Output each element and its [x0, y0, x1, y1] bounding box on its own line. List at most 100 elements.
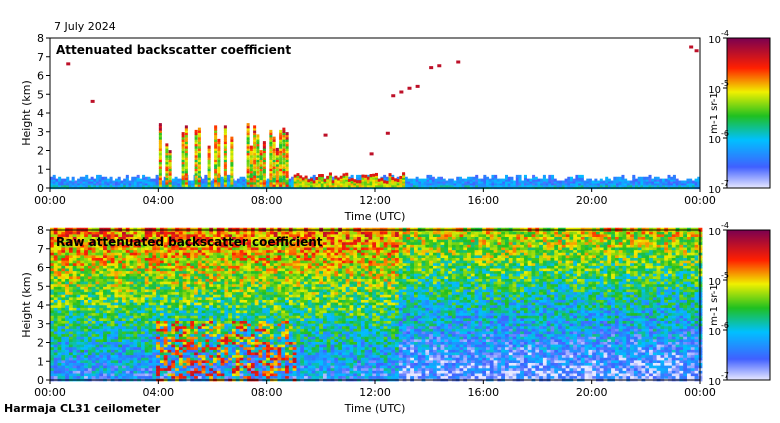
bl-cell — [486, 177, 489, 180]
bl-cell — [570, 177, 573, 180]
bl-cell — [85, 175, 88, 178]
bl-cell — [413, 179, 416, 182]
bl-cell — [624, 179, 627, 182]
bl-cell — [491, 175, 494, 178]
colorbar-tick-exponent: -6 — [721, 129, 729, 138]
elevated-cell — [66, 62, 70, 65]
bl-cell — [126, 175, 129, 178]
plot-area — [50, 38, 700, 188]
bl-cell — [562, 181, 565, 184]
bl-cell — [516, 175, 519, 178]
bl-cell — [359, 175, 362, 178]
bl-cell — [83, 177, 86, 180]
lowcloud-top — [380, 178, 383, 181]
bl-cell — [575, 175, 578, 178]
bl-cell — [640, 177, 643, 180]
bl-cell — [586, 179, 589, 182]
lowcloud-top — [348, 179, 351, 182]
bl-cell — [93, 179, 96, 182]
bl-cell — [502, 179, 505, 182]
bl-cell — [532, 175, 535, 178]
bl-cell — [356, 175, 359, 178]
y-axis-label: Height (km) — [20, 80, 33, 146]
bl-cell — [80, 177, 83, 180]
bl-cell — [584, 181, 587, 184]
bl-cell — [288, 179, 291, 182]
bl-cell — [619, 177, 622, 180]
bl-cell — [96, 175, 99, 178]
bl-cell — [554, 179, 557, 182]
bl-cell — [556, 181, 559, 184]
cloud-cell — [185, 125, 188, 128]
bl-cell — [123, 179, 126, 182]
bl-cell — [603, 181, 606, 184]
bl-cell — [426, 175, 429, 178]
lowcloud-top — [359, 180, 362, 183]
lowcloud-top — [318, 174, 321, 177]
lowcloud-top — [389, 173, 392, 176]
x-tick-label: 00:00 — [34, 194, 66, 207]
y-tick-label: 3 — [37, 126, 44, 139]
bl-cell — [608, 179, 611, 182]
bl-cell — [630, 181, 633, 184]
bl-cell — [291, 177, 294, 180]
colorbar — [727, 38, 770, 188]
cloud-cell — [169, 150, 172, 153]
bl-cell — [538, 179, 541, 182]
bl-cell — [55, 179, 58, 182]
bl-cell — [234, 181, 237, 184]
bl-cell — [332, 177, 335, 180]
elevated-cell — [399, 91, 403, 94]
elevated-cell — [437, 64, 441, 67]
bl-cell — [489, 179, 492, 182]
bl-cell — [437, 177, 440, 180]
lowcloud-top — [386, 181, 389, 184]
bl-cell — [524, 175, 527, 178]
bl-cell — [91, 177, 94, 180]
bl-cell — [535, 177, 538, 180]
bl-cell — [240, 177, 243, 180]
cloud-cell — [214, 125, 217, 128]
lowcloud-top — [337, 177, 340, 180]
bl-cell — [191, 181, 194, 184]
bl-cell — [456, 177, 459, 180]
bl-cell — [104, 177, 107, 180]
lowcloud-top — [397, 179, 400, 182]
cloud-cell — [247, 123, 250, 126]
bl-cell — [616, 177, 619, 180]
bl-cell — [475, 175, 478, 178]
bl-cell — [621, 175, 624, 178]
y-tick-label: 4 — [37, 107, 44, 120]
bl-cell — [66, 177, 69, 180]
bl-cell — [494, 175, 497, 178]
bl-cell — [565, 179, 568, 182]
bl-cell — [597, 181, 600, 184]
bl-cell — [668, 175, 671, 178]
bl-cell — [508, 177, 511, 180]
bl-cell — [567, 177, 570, 180]
bl-cell — [573, 179, 576, 182]
bl-cell — [74, 181, 77, 184]
bl-cell — [53, 175, 56, 178]
colorbar-label: m-1 sr-1 — [709, 92, 720, 134]
bl-cell — [646, 177, 649, 180]
bl-cell — [464, 179, 467, 182]
lowcloud-top — [294, 175, 297, 178]
bl-cell — [681, 181, 684, 184]
bl-cell — [548, 175, 551, 178]
bl-cell — [638, 177, 641, 180]
y-tick-label: 8 — [37, 32, 44, 45]
lowcloud-top — [324, 179, 327, 182]
bl-cell — [589, 179, 592, 182]
bl-cell — [142, 175, 145, 178]
bl-cell — [221, 177, 224, 180]
bl-cell — [678, 181, 681, 184]
cloud-cell — [286, 132, 289, 135]
bl-cell — [632, 175, 635, 178]
bl-cell — [605, 177, 608, 180]
cloud-cell — [208, 146, 211, 149]
bl-cell — [459, 177, 462, 180]
bl-cell — [112, 181, 115, 184]
bl-cell — [72, 177, 75, 180]
bl-cell — [148, 177, 151, 180]
